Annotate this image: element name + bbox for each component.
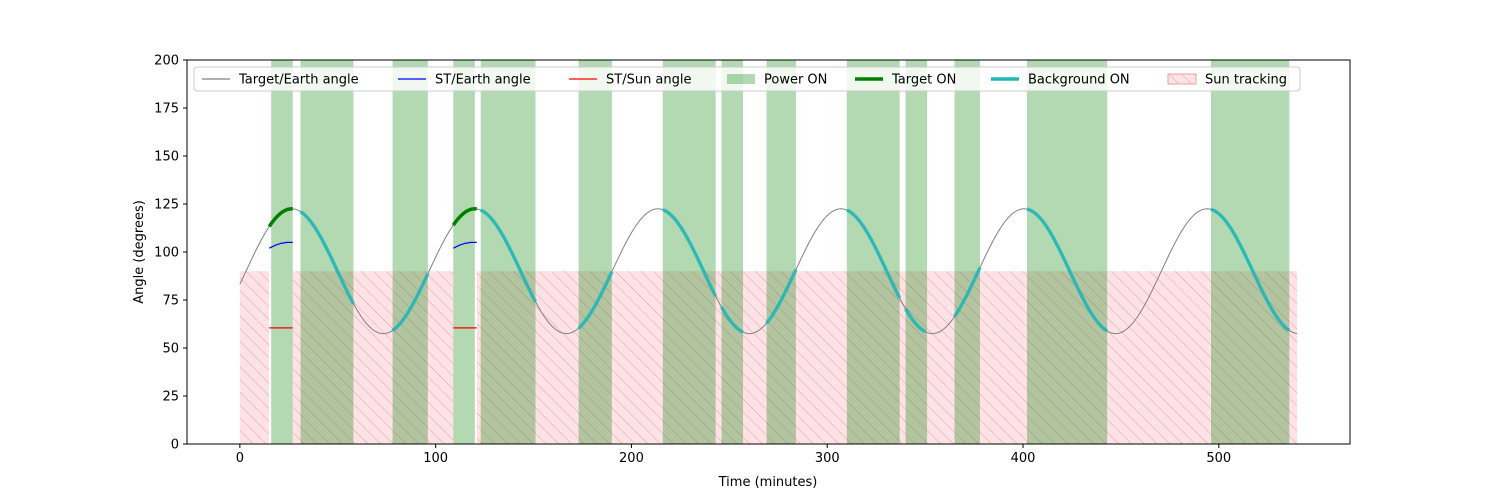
y-tick-label: 50 [162, 342, 179, 357]
y-axis-label: Angle (degrees) [132, 200, 147, 304]
power-on-span-13 [1211, 60, 1289, 444]
y-tick-label: 150 [154, 150, 179, 165]
sun-tracking-hatch-0 [240, 271, 269, 444]
power-on-span-0 [271, 60, 293, 444]
y-tick-label: 75 [162, 294, 179, 309]
power-on-span-4 [481, 60, 536, 444]
legend: Target/Earth angle ST/Earth angle ST/Sun a… [194, 67, 1300, 91]
x-tick-label: 200 [619, 451, 644, 466]
x-tick-label: 400 [1011, 451, 1036, 466]
legend-label: ST/Sun angle [606, 73, 692, 88]
power-on-span-6 [663, 60, 716, 444]
legend-marker-sun-tracking-hatch [1168, 74, 1196, 84]
legend-label: Target ON [891, 73, 956, 88]
y-tick-label: 200 [154, 54, 179, 69]
y-tick-label: 125 [154, 198, 179, 213]
power-on-span-3 [453, 60, 475, 444]
chart: 0 100 200 300 400 500 0 25 50 75 100 125 150 175 200 T… [0, 0, 1500, 500]
legend-label: Power ON [764, 73, 827, 88]
legend-label: Sun tracking [1205, 73, 1287, 88]
x-tick-label: 100 [423, 451, 448, 466]
power-on-span-10 [906, 60, 928, 444]
legend-label: ST/Earth angle [435, 73, 531, 88]
power-on-span-5 [579, 60, 612, 444]
power-on-span-8 [767, 60, 796, 444]
x-tick-label: 500 [1206, 451, 1231, 466]
x-axis-label: Time (minutes) [718, 475, 818, 490]
legend-label: Target/Earth angle [238, 73, 359, 88]
power-on-span-2 [393, 60, 428, 444]
legend-marker-power-on [727, 74, 755, 84]
y-tick-label: 25 [162, 390, 179, 405]
power-on-span-9 [847, 60, 900, 444]
power-on-span-7 [722, 60, 744, 444]
x-tick-label: 0 [236, 451, 244, 466]
y-tick-label: 100 [154, 246, 179, 261]
x-tick-label: 300 [815, 451, 840, 466]
power-on-span-11 [955, 60, 980, 444]
legend-label: Background ON [1028, 73, 1130, 88]
y-tick-label: 0 [171, 438, 179, 453]
power-on-span-12 [1027, 60, 1107, 444]
y-tick-label: 175 [154, 102, 179, 117]
